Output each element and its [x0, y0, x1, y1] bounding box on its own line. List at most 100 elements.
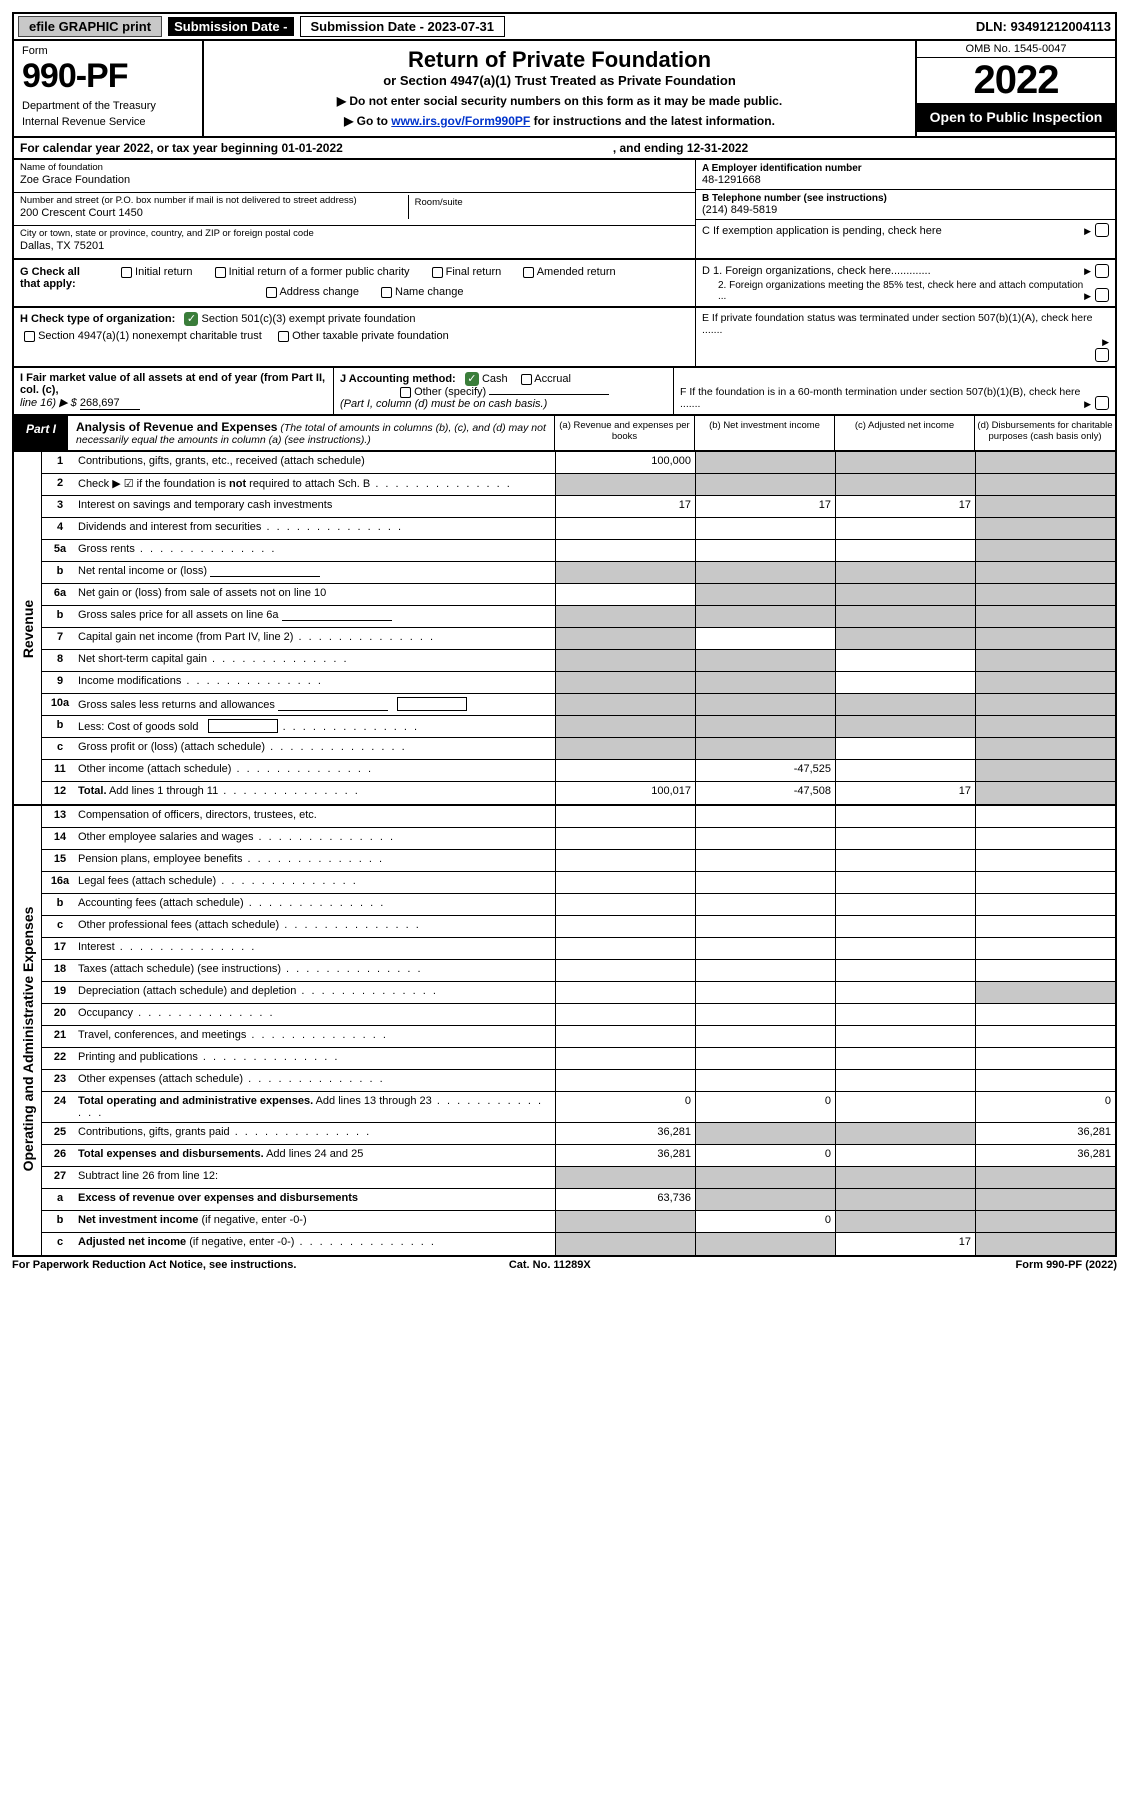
- col-b-cell: -47,525: [695, 760, 835, 781]
- form-id-block: Form 990-PF Department of the Treasury I…: [14, 41, 204, 136]
- table-row: 27Subtract line 26 from line 12:: [42, 1167, 1115, 1189]
- table-row: 18Taxes (attach schedule) (see instructi…: [42, 960, 1115, 982]
- street-cell: Number and street (or P.O. box number if…: [20, 195, 409, 219]
- col-b-header: (b) Net investment income: [695, 416, 835, 450]
- row-number: 12: [42, 782, 78, 804]
- efile-print-button[interactable]: efile GRAPHIC print: [18, 16, 162, 37]
- form-number: 990-PF: [22, 57, 194, 96]
- col-c-cell: [835, 828, 975, 849]
- g-initial-former-check[interactable]: [215, 267, 226, 278]
- col-d-cell: [975, 650, 1115, 671]
- col-d-cell: [975, 960, 1115, 981]
- col-c-cell: [835, 628, 975, 649]
- omb-number: OMB No. 1545-0047: [917, 41, 1115, 58]
- col-b-cell: [695, 562, 835, 583]
- col-c-cell: [835, 716, 975, 737]
- col-b-cell: 0: [695, 1092, 835, 1122]
- i-block: I Fair market value of all assets at end…: [14, 368, 334, 414]
- col-a-cell: [555, 716, 695, 737]
- row-label: Total operating and administrative expen…: [78, 1092, 555, 1122]
- j-accrual: Accrual: [534, 373, 571, 385]
- col-c-cell: [835, 606, 975, 627]
- irs-link[interactable]: www.irs.gov/Form990PF: [391, 114, 530, 128]
- identity-right: A Employer identification number 48-1291…: [695, 160, 1115, 258]
- row-label: Excess of revenue over expenses and disb…: [78, 1189, 555, 1210]
- f-label: F If the foundation is in a 60-month ter…: [680, 386, 1084, 410]
- h-other: Other taxable private foundation: [292, 330, 449, 342]
- col-a-cell: [555, 1004, 695, 1025]
- col-a-cell: 17: [555, 496, 695, 517]
- col-c-cell: [835, 518, 975, 539]
- col-c-header: (c) Adjusted net income: [835, 416, 975, 450]
- g-final-check[interactable]: [432, 267, 443, 278]
- g-initial-return-check[interactable]: [121, 267, 132, 278]
- col-b-cell: [695, 806, 835, 827]
- irs-label: Internal Revenue Service: [22, 116, 194, 128]
- col-b-cell: [695, 694, 835, 715]
- j-cash-check[interactable]: ✓: [465, 372, 479, 386]
- col-c-cell: [835, 452, 975, 473]
- i-fmv-value: 268,697: [80, 397, 140, 410]
- open-public: Open to Public Inspection: [917, 103, 1115, 132]
- j-block: J Accounting method: ✓ Cash Accrual Othe…: [334, 368, 674, 414]
- col-d-cell: [975, 496, 1115, 517]
- table-row: 22Printing and publications: [42, 1048, 1115, 1070]
- col-d-cell: [975, 540, 1115, 561]
- col-c-cell: [835, 1092, 975, 1122]
- city-label: City or town, state or province, country…: [20, 228, 689, 239]
- col-a-cell: 36,281: [555, 1123, 695, 1144]
- col-d-cell: [975, 982, 1115, 1003]
- col-c-cell: [835, 672, 975, 693]
- h-4947-check[interactable]: [24, 331, 35, 342]
- ein-value: 48-1291668: [702, 174, 1109, 186]
- part1-header: Part I Analysis of Revenue and Expenses …: [12, 416, 1117, 452]
- table-row: 8Net short-term capital gain: [42, 650, 1115, 672]
- col-a-cell: [555, 894, 695, 915]
- row-label: Net gain or (loss) from sale of assets n…: [78, 584, 555, 605]
- submission-date: Submission Date - 2023-07-31: [300, 16, 506, 37]
- col-c-cell: [835, 916, 975, 937]
- col-d-cell: [975, 474, 1115, 495]
- row-number: b: [42, 1211, 78, 1232]
- h-other-check[interactable]: [278, 331, 289, 342]
- row-label: Total expenses and disbursements. Add li…: [78, 1145, 555, 1166]
- paperwork-notice: For Paperwork Reduction Act Notice, see …: [12, 1259, 296, 1271]
- col-d-cell: [975, 1233, 1115, 1255]
- e-label: E If private foundation status was termi…: [702, 312, 1109, 336]
- e-checkbox[interactable]: [1095, 348, 1109, 362]
- col-b-cell: [695, 628, 835, 649]
- g-initial-return: Initial return: [135, 266, 192, 278]
- j-other-check[interactable]: [400, 387, 411, 398]
- col-b-cell: [695, 540, 835, 561]
- col-c-cell: [835, 760, 975, 781]
- row-label: Other expenses (attach schedule): [78, 1070, 555, 1091]
- col-a-cell: [555, 518, 695, 539]
- col-c-cell: [835, 1189, 975, 1210]
- row-number: 1: [42, 452, 78, 473]
- g-amended-check[interactable]: [523, 267, 534, 278]
- j-accrual-check[interactable]: [521, 374, 532, 385]
- row-number: 10a: [42, 694, 78, 715]
- d2-checkbox[interactable]: [1095, 288, 1109, 302]
- g-address: Address change: [279, 286, 359, 298]
- col-d-cell: [975, 1189, 1115, 1210]
- col-d-cell: [975, 694, 1115, 715]
- row-number: b: [42, 894, 78, 915]
- col-b-cell: [695, 1123, 835, 1144]
- col-d-cell: [975, 1167, 1115, 1188]
- row-label: Compensation of officers, directors, tru…: [78, 806, 555, 827]
- row-number: 24: [42, 1092, 78, 1122]
- f-checkbox[interactable]: [1095, 396, 1109, 410]
- h-501c3-check[interactable]: ✓: [184, 312, 198, 326]
- g-name-check[interactable]: [381, 287, 392, 298]
- table-row: bLess: Cost of goods sold: [42, 716, 1115, 738]
- g-address-check[interactable]: [266, 287, 277, 298]
- col-a-cell: 100,000: [555, 452, 695, 473]
- d1-checkbox[interactable]: [1095, 264, 1109, 278]
- col-b-cell: [695, 1189, 835, 1210]
- col-d-cell: [975, 584, 1115, 605]
- c-checkbox[interactable]: [1095, 223, 1109, 237]
- row-number: 2: [42, 474, 78, 495]
- table-row: 17Interest: [42, 938, 1115, 960]
- c-label: C If exemption application is pending, c…: [702, 225, 1084, 237]
